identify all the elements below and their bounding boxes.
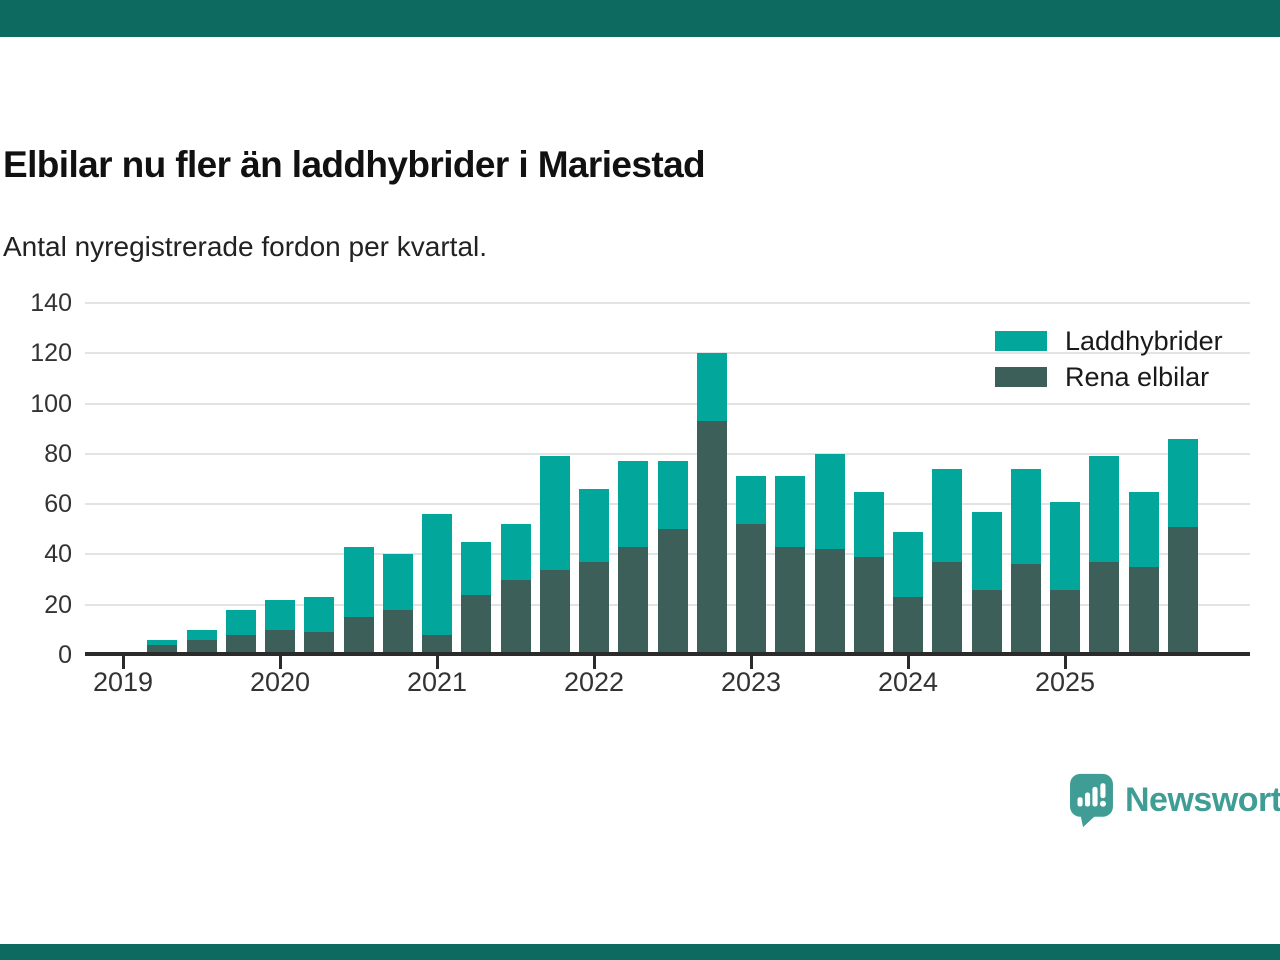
- bar-rena-elbilar-2024-Q4: [1010, 564, 1041, 655]
- legend: Laddhybrider Rena elbilar: [995, 326, 1223, 403]
- bar-rena-elbilar-2020-Q2: [304, 632, 335, 655]
- x-tick-label-2024: 2024: [877, 667, 939, 697]
- gridline-120: [85, 352, 1250, 355]
- legend-label-rena-elbilar: Rena elbilar: [1065, 361, 1210, 392]
- bar-laddhybrider-2025-Q4: [1167, 438, 1198, 527]
- x-tick-label-2021: 2021: [406, 667, 468, 697]
- bar-rena-elbilar-2025-Q3: [1128, 567, 1159, 655]
- legend-item-laddhybrider: Laddhybrider: [995, 326, 1223, 356]
- bar-rena-elbilar-2025-Q4: [1167, 526, 1198, 655]
- bar-rena-elbilar-2021-Q1: [422, 634, 452, 655]
- y-tick-label-40: 40: [44, 540, 72, 569]
- bar-laddhybrider-2021-Q3: [500, 524, 531, 580]
- gridline-80: [85, 452, 1250, 455]
- bottom-brand-strip: [0, 944, 1280, 960]
- bar-laddhybrider-2020-Q2: [304, 597, 335, 633]
- bar-laddhybrider-2020-Q3: [343, 546, 374, 618]
- x-tick-2021: [435, 656, 439, 669]
- bar-rena-elbilar-2019-Q2: [147, 644, 178, 655]
- newsworthy-logo-text: Newsworthy: [1125, 780, 1280, 819]
- bar-laddhybrider-2024-Q3: [971, 511, 1002, 590]
- x-axis-line: [85, 652, 1250, 656]
- x-tick-label-2020: 2020: [249, 667, 311, 697]
- x-tick-label-2022: 2022: [563, 667, 625, 697]
- bar-laddhybrider-2022-Q1: [579, 489, 609, 562]
- y-tick-label-0: 0: [58, 641, 72, 669]
- bar-laddhybrider-2020-Q1: [265, 599, 295, 630]
- bar-rena-elbilar-2023-Q4: [853, 556, 884, 655]
- bar-rena-elbilar-2020-Q4: [382, 609, 413, 655]
- legend-label-laddhybrider: Laddhybrider: [1065, 325, 1223, 356]
- bar-rena-elbilar-2023-Q2: [775, 546, 806, 655]
- bar-rena-elbilar-2022-Q3: [657, 529, 688, 655]
- legend-swatch-laddhybrider: [995, 331, 1047, 351]
- bar-laddhybrider-2022-Q4: [696, 353, 727, 422]
- bar-laddhybrider-2021-Q2: [461, 541, 492, 595]
- gridline-100: [85, 402, 1250, 405]
- bar-rena-elbilar-2022-Q1: [579, 561, 609, 655]
- bar-rena-elbilar-2021-Q2: [461, 594, 492, 655]
- bar-rena-elbilar-2019-Q3: [186, 639, 217, 655]
- bar-rena-elbilar-2020-Q3: [343, 617, 374, 655]
- bar-laddhybrider-2023-Q3: [814, 453, 845, 550]
- bar-rena-elbilar-2024-Q3: [971, 589, 1002, 655]
- bar-laddhybrider-2023-Q4: [853, 491, 884, 557]
- legend-swatch-rena-elbilar: [995, 367, 1047, 387]
- bar-rena-elbilar-2024-Q2: [932, 561, 963, 655]
- bar-laddhybrider-2023-Q1: [736, 476, 766, 525]
- gridline-140: [85, 302, 1250, 304]
- bar-rena-elbilar-2020-Q1: [265, 629, 295, 655]
- bar-rena-elbilar-2025-Q1: [1050, 589, 1080, 655]
- y-tick-label-140: 140: [30, 289, 72, 317]
- x-tick-2025: [1063, 656, 1067, 669]
- bar-rena-elbilar-2021-Q3: [500, 579, 531, 655]
- bar-laddhybrider-2019-Q4: [225, 609, 256, 635]
- y-tick-label-120: 120: [30, 339, 72, 368]
- y-tick-label-60: 60: [44, 490, 72, 519]
- bar-rena-elbilar-2023-Q3: [814, 549, 845, 655]
- x-tick-label-2025: 2025: [1034, 667, 1096, 697]
- x-tick-label-2019: 2019: [92, 667, 154, 697]
- bar-laddhybrider-2025-Q2: [1089, 456, 1120, 562]
- bar-laddhybrider-2024-Q2: [932, 468, 963, 562]
- bar-laddhybrider-2024-Q4: [1010, 468, 1041, 565]
- y-tick-label-20: 20: [44, 590, 72, 619]
- bar-rena-elbilar-2022-Q2: [618, 546, 649, 655]
- bar-rena-elbilar-2019-Q4: [225, 634, 256, 655]
- bar-laddhybrider-2019-Q2: [147, 639, 178, 645]
- bar-rena-elbilar-2022-Q4: [696, 421, 727, 655]
- bar-laddhybrider-2022-Q3: [657, 461, 688, 530]
- top-brand-strip: [0, 0, 1280, 37]
- bar-laddhybrider-2021-Q4: [539, 456, 570, 570]
- bar-laddhybrider-2020-Q4: [382, 554, 413, 610]
- newsworthy-logo-icon: [1070, 773, 1113, 828]
- bar-laddhybrider-2025-Q1: [1050, 501, 1080, 590]
- bar-laddhybrider-2022-Q2: [618, 461, 649, 547]
- x-tick-2022: [592, 656, 596, 669]
- chart-subtitle: Antal nyregistrerade fordon per kvartal.: [3, 231, 488, 262]
- y-tick-label-100: 100: [30, 389, 72, 418]
- newsworthy-logo: Newsworthy: [1068, 772, 1280, 828]
- bar-laddhybrider-2025-Q3: [1128, 491, 1159, 567]
- x-tick-2024: [906, 656, 910, 669]
- x-tick-2019: [121, 656, 125, 669]
- x-tick-label-2023: 2023: [720, 667, 782, 697]
- x-tick-2023: [749, 656, 753, 669]
- bar-laddhybrider-2021-Q1: [422, 514, 452, 635]
- bar-laddhybrider-2019-Q3: [186, 629, 217, 640]
- bar-rena-elbilar-2025-Q2: [1089, 561, 1120, 655]
- bar-laddhybrider-2024-Q1: [893, 531, 923, 598]
- bar-rena-elbilar-2023-Q1: [736, 524, 766, 655]
- legend-item-rena-elbilar: Rena elbilar: [995, 362, 1223, 392]
- y-tick-label-80: 80: [44, 439, 72, 468]
- chart-title: Elbilar nu fler än laddhybrider i Maries…: [3, 144, 706, 185]
- x-tick-2020: [278, 656, 282, 669]
- bar-rena-elbilar-2021-Q4: [539, 569, 570, 655]
- bar-rena-elbilar-2024-Q1: [893, 597, 923, 655]
- bar-laddhybrider-2023-Q2: [775, 476, 806, 547]
